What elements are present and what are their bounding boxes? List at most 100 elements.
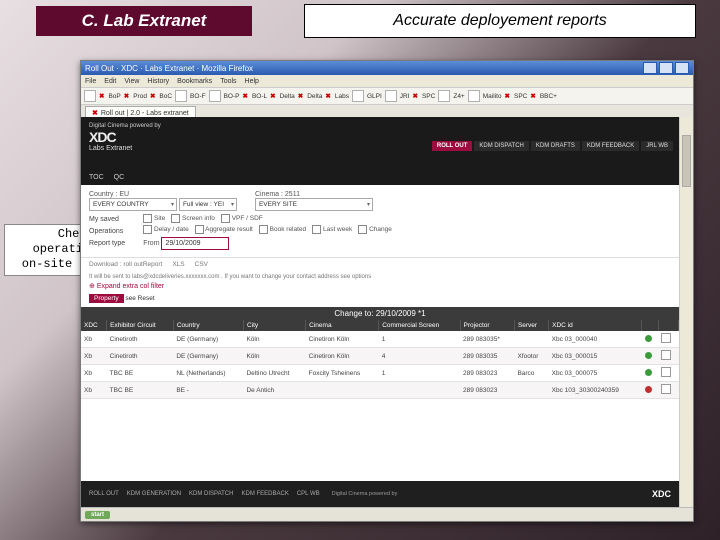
table-cell bbox=[379, 382, 460, 399]
bookmark[interactable]: Delta bbox=[307, 93, 322, 100]
checkbox[interactable] bbox=[171, 214, 180, 223]
bookmark-icon[interactable] bbox=[175, 90, 187, 102]
scrollbar-vertical[interactable] bbox=[679, 117, 693, 507]
menu-item[interactable]: Tools bbox=[220, 78, 236, 85]
nav-item[interactable]: KDM DRAFTS bbox=[531, 141, 580, 151]
bookmark[interactable]: SPC bbox=[422, 93, 435, 100]
menu-item[interactable]: Bookmarks bbox=[177, 78, 212, 85]
bookmark-icon[interactable] bbox=[84, 90, 96, 102]
window-close-button[interactable] bbox=[675, 62, 689, 74]
tag-reset[interactable]: see Reset bbox=[125, 295, 154, 302]
bookmark-icon[interactable] bbox=[209, 90, 221, 102]
note-cell[interactable] bbox=[658, 331, 678, 348]
bookmark[interactable]: BBC+ bbox=[540, 93, 557, 100]
table-cell: Xbc 103_30300240359 bbox=[549, 382, 642, 399]
tag-header-property[interactable]: Property bbox=[89, 294, 124, 303]
start-button[interactable]: start bbox=[85, 511, 110, 519]
bookmark[interactable]: Mailito bbox=[483, 93, 502, 100]
bookmark[interactable]: Delta bbox=[280, 93, 295, 100]
nav-item[interactable]: KDM FEEDBACK bbox=[582, 141, 639, 151]
bookmark[interactable]: Labs bbox=[335, 93, 349, 100]
table-cell: Barco bbox=[514, 365, 548, 382]
checkbox[interactable] bbox=[195, 225, 204, 234]
th[interactable]: Country bbox=[173, 320, 243, 331]
link-options[interactable]: Operations bbox=[89, 226, 125, 238]
dl-xls[interactable]: XLS bbox=[172, 261, 184, 268]
th[interactable]: Projector bbox=[460, 320, 514, 331]
menu-item[interactable]: Edit bbox=[104, 78, 116, 85]
bookmark-icon[interactable] bbox=[352, 90, 364, 102]
bookmark[interactable]: BO-P bbox=[224, 93, 240, 100]
checkbox[interactable] bbox=[312, 225, 321, 234]
bookmark[interactable]: Prod bbox=[133, 93, 147, 100]
note-icon[interactable] bbox=[661, 333, 671, 343]
footer-link[interactable]: ROLL OUT bbox=[89, 491, 119, 497]
bookmark-icon[interactable] bbox=[468, 90, 480, 102]
th[interactable]: City bbox=[243, 320, 305, 331]
table-cell: 1 bbox=[379, 331, 460, 348]
footer-link[interactable]: KDM FEEDBACK bbox=[241, 491, 288, 497]
menu-item[interactable]: History bbox=[147, 78, 169, 85]
table-row[interactable]: XbCinetirothDE (Germany)KölnCinetiron Kö… bbox=[81, 331, 679, 348]
bookmark-icon[interactable] bbox=[438, 90, 450, 102]
checkbox[interactable] bbox=[143, 225, 152, 234]
bookmark[interactable]: BoC bbox=[159, 93, 172, 100]
note-cell[interactable] bbox=[658, 365, 678, 382]
bookmark[interactable]: Z4+ bbox=[453, 93, 464, 100]
table-cell: 289 083023 bbox=[460, 365, 514, 382]
note-icon[interactable] bbox=[661, 384, 671, 394]
scrollbar-thumb[interactable] bbox=[682, 135, 691, 187]
bookmark[interactable]: SPC bbox=[514, 93, 527, 100]
footer-link[interactable]: KDM GENERATION bbox=[127, 491, 181, 497]
expand-filter[interactable]: ⊕ Expand extra col filter bbox=[81, 280, 679, 292]
checkbox[interactable] bbox=[358, 225, 367, 234]
note-icon[interactable] bbox=[661, 350, 671, 360]
menu-item[interactable]: Help bbox=[245, 78, 259, 85]
bookmark[interactable]: BO-F bbox=[190, 93, 206, 100]
th[interactable]: XDC bbox=[81, 320, 107, 331]
subnav-item[interactable]: QC bbox=[114, 174, 125, 181]
checkbox[interactable] bbox=[221, 214, 230, 223]
nav-item[interactable]: KDM DISPATCH bbox=[474, 141, 528, 151]
subnav-item[interactable]: TOC bbox=[89, 174, 104, 181]
table-row[interactable]: XbCinetirothDE (Germany)KölnCinetiron Kö… bbox=[81, 348, 679, 365]
th[interactable]: Commercial Screen bbox=[379, 320, 460, 331]
dl-csv[interactable]: CSV bbox=[195, 261, 208, 268]
opt-label: Book related bbox=[270, 226, 307, 233]
bookmark[interactable]: GLPI bbox=[367, 93, 382, 100]
status-cell bbox=[642, 331, 659, 348]
window-min-button[interactable] bbox=[643, 62, 657, 74]
nav-rollout[interactable]: ROLL OUT bbox=[432, 141, 473, 151]
link-report[interactable]: Report type bbox=[89, 238, 125, 250]
note-cell[interactable] bbox=[658, 348, 678, 365]
opt-label: Aggregate result bbox=[205, 226, 253, 233]
bookmark[interactable]: JRI bbox=[400, 93, 410, 100]
note-icon[interactable] bbox=[661, 367, 671, 377]
table-row[interactable]: XbTBC BENL (Netherlands)Deltino UtrechtF… bbox=[81, 365, 679, 382]
footer-link[interactable]: CPL WB bbox=[297, 491, 320, 497]
note-cell[interactable] bbox=[658, 382, 678, 399]
window-max-button[interactable] bbox=[659, 62, 673, 74]
status-dot-green bbox=[645, 352, 652, 359]
nav-item[interactable]: JRL WB bbox=[641, 141, 673, 151]
link-saved[interactable]: My saved bbox=[89, 214, 125, 226]
sub-select[interactable]: Full view : YEI bbox=[179, 198, 237, 211]
checkbox[interactable] bbox=[143, 214, 152, 223]
menu-item[interactable]: View bbox=[124, 78, 139, 85]
th[interactable]: Server bbox=[514, 320, 548, 331]
footer-link[interactable]: KDM DISPATCH bbox=[189, 491, 233, 497]
th[interactable]: Exhibitor Circuit bbox=[107, 320, 174, 331]
cinema-label: Cinema : 2511 bbox=[255, 191, 300, 198]
from-date-input[interactable]: 29/10/2009 bbox=[161, 237, 229, 250]
th[interactable]: Cinema bbox=[306, 320, 379, 331]
bookmark[interactable]: BoP bbox=[108, 93, 120, 100]
bookmark[interactable]: BO-L bbox=[252, 93, 267, 100]
menu-item[interactable]: File bbox=[85, 78, 96, 85]
checkbox[interactable] bbox=[259, 225, 268, 234]
bookmark-icon[interactable] bbox=[385, 90, 397, 102]
cinema-select[interactable]: EVERY SITE bbox=[255, 198, 373, 211]
table-cell: Köln bbox=[243, 348, 305, 365]
th[interactable]: XDC id bbox=[549, 320, 642, 331]
table-row[interactable]: XbTBC BEBE -De Antich289 083023Xbc 103_3… bbox=[81, 382, 679, 399]
country-select[interactable]: EVERY COUNTRY bbox=[89, 198, 177, 211]
